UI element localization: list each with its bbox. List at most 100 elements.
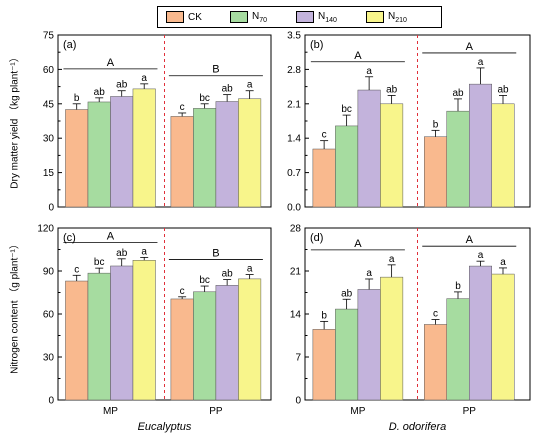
significance-letter: a [478, 57, 484, 68]
significance-letter: ab [386, 84, 398, 95]
bar-ck-pp [424, 136, 447, 208]
significance-letter: ab [116, 80, 128, 91]
significance-letter: a [247, 264, 253, 275]
y-tick-label: 0.7 [287, 168, 301, 179]
bar-ck-pp [170, 298, 194, 401]
y-tick-label: 0 [295, 396, 301, 407]
legend-item-n140: N140 [296, 10, 337, 24]
y-tick-label: 2.1 [287, 99, 301, 110]
y-tick-label: 14 [290, 310, 302, 321]
panel-label: (d) [310, 232, 323, 244]
bar-n140-mp [110, 265, 134, 401]
group-letter: A [354, 50, 362, 62]
significance-letter: c [74, 264, 79, 275]
bar-ck-mp [65, 280, 89, 401]
significance-letter: bc [199, 275, 210, 286]
bar-n70-pp [193, 108, 217, 208]
y-tick-label: 21 [290, 267, 302, 278]
group-letter: A [466, 234, 474, 246]
significance-letter: c [180, 286, 185, 297]
y-tick-label: 0.0 [287, 203, 301, 214]
legend-item-ck: CK [166, 10, 202, 24]
significance-letter: a [366, 66, 372, 77]
significance-letter: ab [94, 87, 106, 98]
legend-swatch-n140 [296, 11, 314, 23]
legend-item-n70: N70 [230, 10, 267, 24]
significance-letter: bc [341, 104, 352, 115]
significance-letter: bc [94, 257, 105, 268]
significance-letter: ab [497, 84, 509, 95]
x-tick-label: MP [350, 406, 365, 417]
significance-letter: b [433, 119, 439, 130]
y-axis-title-bottom: Nitrogen content （g plant⁻¹） [9, 239, 21, 374]
group-letter: B [212, 248, 219, 260]
bar-n70-mp [87, 101, 111, 208]
bar-n210-mp [132, 88, 156, 208]
group-letter: A [107, 230, 115, 242]
bar-n70-mp [87, 272, 111, 401]
bar-n70-mp [335, 125, 359, 208]
y-axis-title-top: Dry matter yield （kg plant⁻¹） [9, 52, 21, 189]
significance-letter: ab [452, 88, 464, 99]
significance-letter: a [366, 268, 372, 279]
bar-n70-pp [446, 298, 470, 401]
significance-letter: ab [116, 248, 128, 259]
bar-n140-pp [215, 285, 239, 401]
legend-swatch-n70 [230, 11, 248, 23]
significance-letter: bc [199, 93, 210, 104]
bar-n140-pp [215, 101, 239, 208]
bar-n70-pp [193, 291, 217, 401]
y-tick-label: 30 [43, 134, 55, 145]
legend-label-ck: CK [188, 11, 202, 23]
y-tick-label: 30 [43, 353, 55, 364]
bar-ck-mp [312, 148, 336, 208]
y-tick-label: 2.8 [287, 65, 301, 76]
bar-n70-mp [335, 308, 359, 401]
panel-label: (b) [310, 39, 323, 51]
y-tick-label: 1.4 [287, 134, 301, 145]
y-tick-label: 28 [290, 224, 302, 235]
bar-n210-mp [380, 276, 404, 401]
bar-n140-pp [469, 265, 492, 401]
significance-letter: ab [341, 288, 353, 299]
bar-n70-pp [446, 110, 470, 208]
significance-letter: b [321, 310, 327, 321]
significance-letter: c [322, 130, 327, 141]
bar-ck-mp [65, 109, 89, 208]
bar-ck-pp [170, 116, 194, 208]
significance-letter: ab [222, 269, 234, 280]
bar-n210-pp [491, 273, 515, 401]
legend-label-n210: N210 [388, 10, 407, 24]
significance-letter: a [389, 254, 395, 265]
x-tick-label: PP [209, 406, 223, 417]
bar-ck-pp [424, 324, 447, 401]
legend: CK N70 N140 N210 [157, 6, 442, 28]
x-axis-species-label: D. odorifera [389, 421, 446, 433]
bar-n210-pp [238, 98, 262, 208]
y-tick-label: 90 [43, 267, 55, 278]
significance-letter: b [455, 281, 461, 292]
legend-item-n210: N210 [366, 10, 407, 24]
y-tick-label: 0 [48, 203, 54, 214]
significance-letter: b [74, 93, 80, 104]
y-tick-label: 120 [37, 224, 54, 235]
bar-n210-mp [132, 260, 156, 401]
x-tick-label: MP [103, 406, 118, 417]
bar-n210-mp [380, 103, 404, 208]
panel-label: (a) [63, 39, 76, 51]
x-tick-label: PP [463, 406, 477, 417]
group-letter: A [466, 41, 474, 53]
y-tick-label: 60 [43, 65, 55, 76]
bar-n210-pp [491, 103, 515, 208]
bar-ck-mp [312, 329, 336, 401]
panel-label: (c) [63, 232, 76, 244]
y-tick-label: 3.5 [287, 31, 301, 42]
bar-n210-pp [238, 278, 262, 401]
legend-label-n140: N140 [318, 10, 337, 24]
legend-label-n70: N70 [252, 10, 268, 24]
significance-letter: a [141, 246, 147, 257]
bar-n140-mp [357, 289, 381, 401]
bar-n140-pp [469, 83, 492, 208]
y-tick-label: 0 [48, 396, 54, 407]
